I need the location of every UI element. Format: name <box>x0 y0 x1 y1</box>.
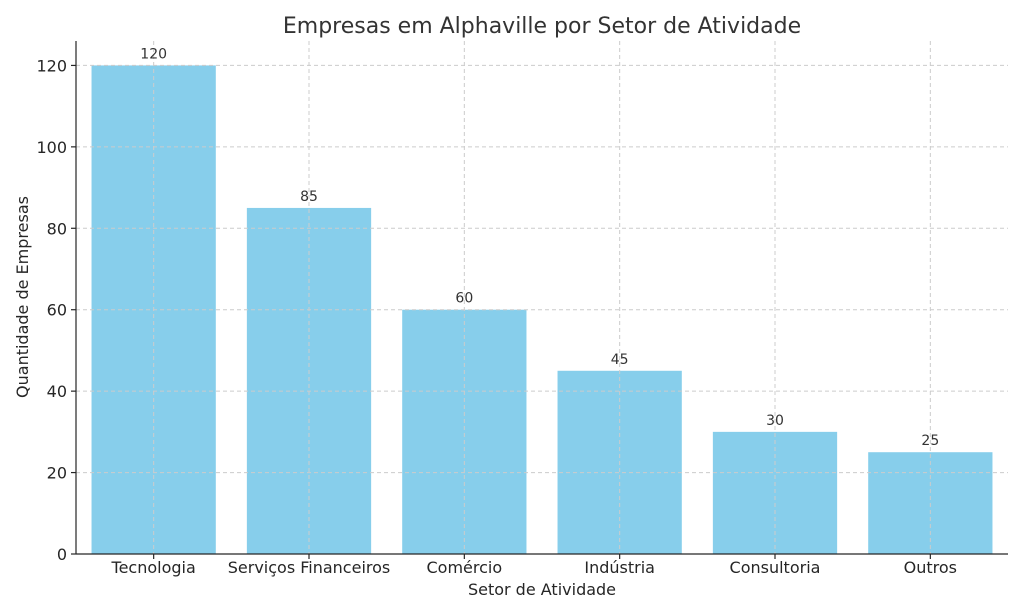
y-tick-label: 40 <box>47 382 67 401</box>
y-axis-label: Quantidade de Empresas <box>13 196 32 398</box>
data-label: 85 <box>300 189 318 205</box>
y-tick-label: 0 <box>57 545 67 564</box>
data-label: 25 <box>921 433 939 449</box>
axes-layer <box>75 41 1008 555</box>
y-tick-label: 20 <box>47 464 67 483</box>
x-tick-label: Serviços Financeiros <box>228 558 391 577</box>
data-label: 120 <box>140 46 167 62</box>
x-tick-label: Tecnologia <box>111 558 196 577</box>
y-tick-label: 100 <box>36 138 67 157</box>
data-label: 30 <box>766 413 784 429</box>
x-tick-label: Outros <box>904 558 957 577</box>
labels-layer: 0 20 40 60 80 100 120 Tecnologia 120 Serviços Fin… <box>36 46 957 577</box>
x-tick-label: Consultoria <box>730 558 821 577</box>
x-tick-label: Comércio <box>427 558 503 577</box>
y-tick-label: 120 <box>36 56 67 75</box>
data-label: 45 <box>611 352 629 368</box>
y-tick-label: 60 <box>47 301 67 320</box>
chart-title: Empresas em Alphaville por Setor de Ativ… <box>283 14 801 39</box>
data-label: 60 <box>455 291 473 307</box>
x-tick-label: Indústria <box>584 558 655 577</box>
x-axis-label: Setor de Atividade <box>468 580 616 599</box>
y-tick-label: 80 <box>47 219 67 238</box>
